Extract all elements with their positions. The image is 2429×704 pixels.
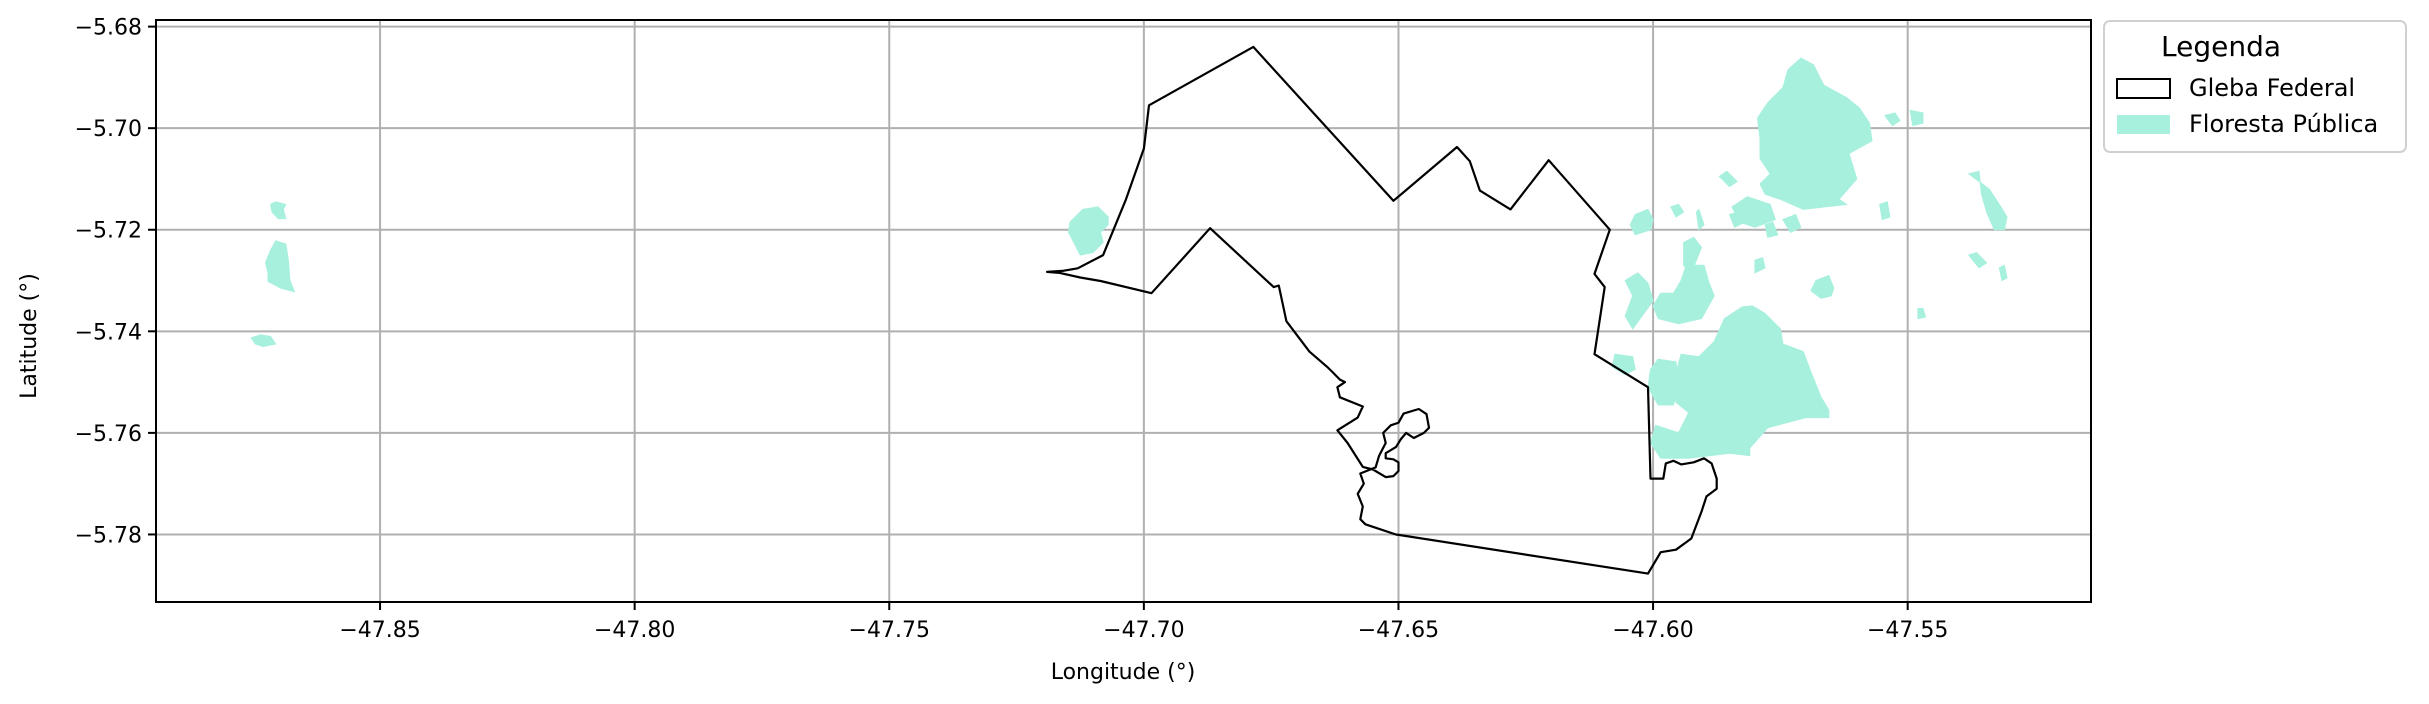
floresta-publica-polygon <box>1695 208 1705 231</box>
floresta-publica-polygon <box>264 240 296 293</box>
floresta-publica-polygon <box>1756 57 1873 210</box>
floresta-publica-polygon <box>1067 206 1109 256</box>
floresta-publica-polygon <box>1624 272 1654 330</box>
y-tick-label: −5.72 <box>75 219 142 244</box>
floresta-publica-polygon <box>1883 112 1901 127</box>
floresta-publica-layer <box>250 57 2008 459</box>
floresta-publica-polygon <box>1810 274 1835 299</box>
floresta-publica-polygon <box>1649 305 1830 459</box>
legend: Legenda Gleba Federal Floresta Pública <box>2103 20 2407 153</box>
x-tick-label: −47.75 <box>849 618 930 643</box>
floresta-publica-polygon <box>1967 252 1988 269</box>
x-tick-label: −47.85 <box>339 618 420 643</box>
y-axis-label: Latitude (°) <box>17 273 42 399</box>
floresta-publica-polygon <box>1731 196 1776 228</box>
x-axis-label: Longitude (°) <box>1051 660 1196 685</box>
y-tick-label: −5.78 <box>75 523 142 548</box>
floresta-publica-polygon <box>1967 170 2008 231</box>
legend-box <box>2103 20 2407 153</box>
y-tick-label: −5.68 <box>75 16 142 41</box>
floresta-publica-polygon <box>1764 221 1779 239</box>
floresta-publica-polygon <box>1754 257 1766 274</box>
x-tick-label: −47.65 <box>1358 618 1439 643</box>
floresta-publica-polygon <box>1909 109 1924 127</box>
floresta-publica-polygon <box>1670 203 1685 218</box>
plot-frame <box>155 19 2092 603</box>
floresta-publica-polygon <box>1718 170 1738 188</box>
floresta-publica-polygon <box>1629 208 1654 236</box>
axis-ticks: −47.85 −47.80 −47.75 −47.70 −47.65 −47.60 −47.… <box>75 16 1949 643</box>
floresta-publica-polygon <box>1998 264 2008 282</box>
x-tick-label: −47.60 <box>1612 618 1693 643</box>
floresta-publica-polygon <box>1683 236 1703 274</box>
y-tick-label: −5.70 <box>75 117 142 142</box>
floresta-publica-polygon <box>1647 358 1680 406</box>
floresta-publica-polygon <box>1917 308 1927 320</box>
floresta-publica-polygon <box>1879 201 1891 221</box>
legend-label-gleba: Gleba Federal <box>2189 74 2355 102</box>
y-tick-label: −5.76 <box>75 422 142 447</box>
y-tick-label: −5.74 <box>75 320 142 345</box>
legend-swatch-floresta <box>2117 115 2170 134</box>
floresta-publica-polygon <box>1782 213 1802 233</box>
floresta-publica-polygon <box>1652 264 1715 325</box>
x-tick-label: −47.70 <box>1103 618 1184 643</box>
legend-swatch-gleba <box>2116 78 2171 99</box>
legend-title: Legenda <box>2161 30 2281 63</box>
gleba-federal-layer <box>1045 45 1718 575</box>
x-tick-label: −47.55 <box>1867 618 1948 643</box>
floresta-publica-polygon <box>270 201 287 220</box>
gleba-federal-outline <box>1045 45 1718 575</box>
x-tick-label: −47.80 <box>594 618 675 643</box>
legend-label-floresta: Floresta Pública <box>2189 110 2378 138</box>
floresta-publica-polygon <box>250 334 277 348</box>
